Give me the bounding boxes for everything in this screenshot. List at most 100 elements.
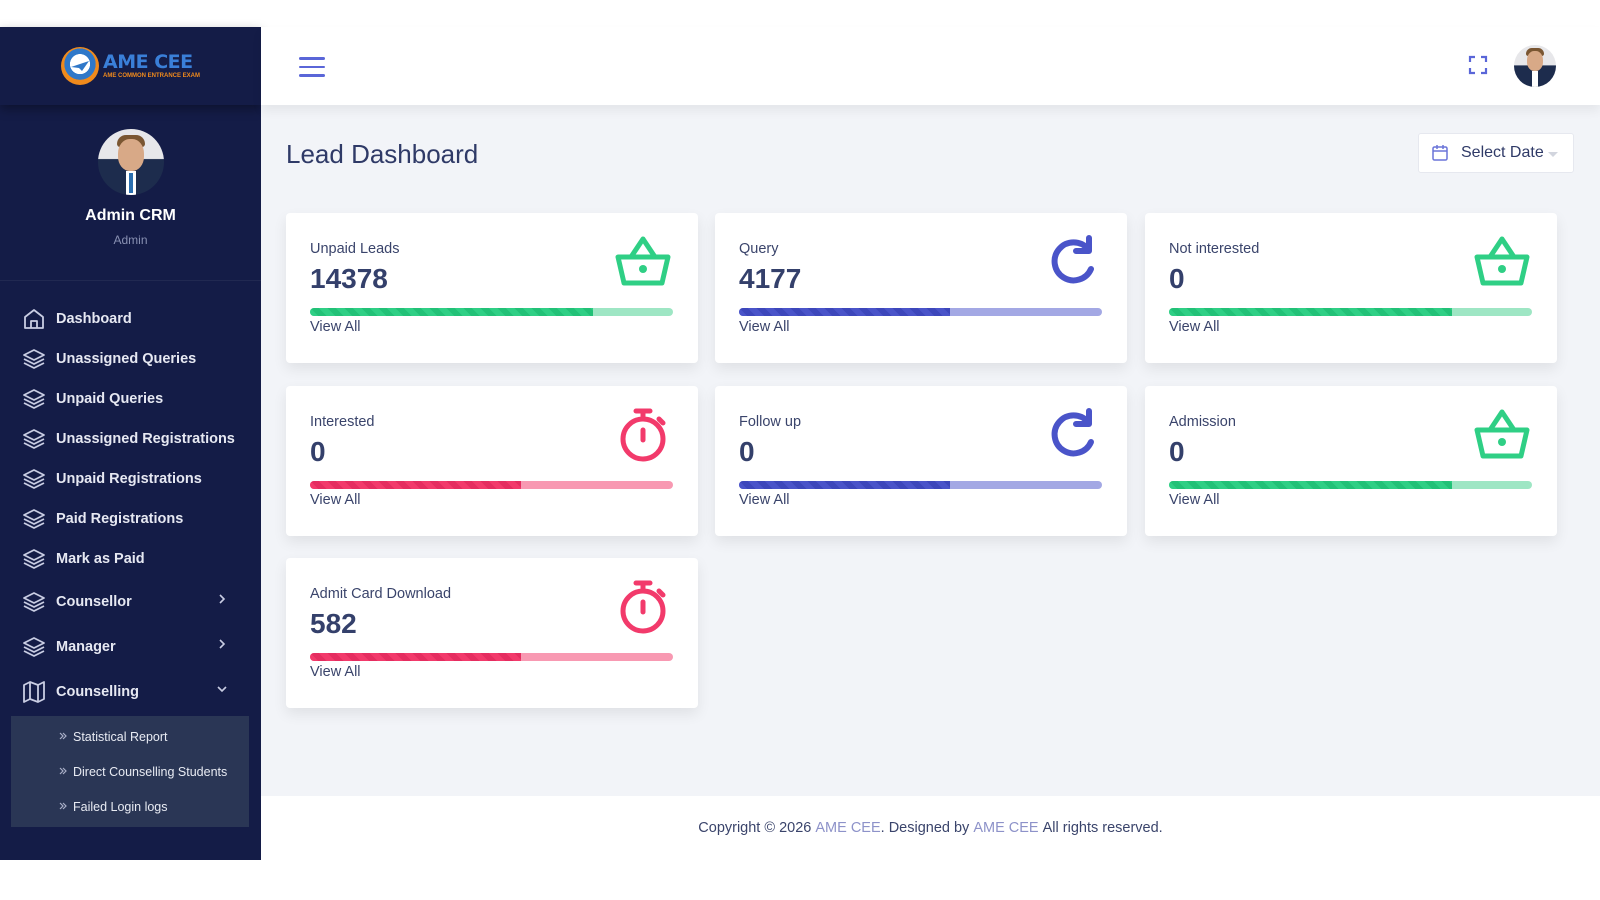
sidebar-item-counselling[interactable]: Counselling xyxy=(0,669,261,714)
brand-header[interactable]: AME CEE AME COMMON ENTRANCE EXAM xyxy=(0,27,261,105)
stat-card-value: 0 xyxy=(1169,263,1185,294)
stat-card-label: Unpaid Leads xyxy=(310,241,400,257)
fullscreen-icon[interactable] xyxy=(1467,54,1489,76)
sidebar: AME CEE AME COMMON ENTRANCE EXAM Admin C… xyxy=(0,27,261,860)
brand-subtitle: AME COMMON ENTRANCE EXAM xyxy=(103,73,200,79)
submenu-item-label: Failed Login logs xyxy=(73,799,168,814)
view-all-link[interactable]: View All xyxy=(310,492,361,508)
stat-card-progress-bar xyxy=(310,481,673,489)
select-date-label: Select Date xyxy=(1461,144,1544,161)
sidebar-item-paid-registrations[interactable]: Paid Registrations xyxy=(0,499,261,539)
sidebar-item-counsellor[interactable]: Counsellor xyxy=(0,579,261,624)
sidebar-profile: Admin CRM Admin xyxy=(0,105,261,281)
view-all-link[interactable]: View All xyxy=(739,492,790,508)
map-icon xyxy=(22,680,46,704)
submenu-item-statistical-report[interactable]: Statistical Report xyxy=(11,719,249,754)
stat-card-progress-bar xyxy=(1169,308,1532,316)
sidebar-item-label: Counsellor xyxy=(56,593,132,610)
caret-down-icon xyxy=(1547,151,1558,157)
stat-card-label: Follow up xyxy=(739,414,802,430)
hamburger-menu-icon[interactable] xyxy=(299,57,325,77)
stat-card-value: 0 xyxy=(1169,436,1185,467)
view-all-link[interactable]: View All xyxy=(310,664,361,680)
sidebar-item-label: Dashboard xyxy=(56,311,132,327)
stat-card: Interested 0 View All xyxy=(286,386,698,536)
sidebar-item-manager[interactable]: Manager xyxy=(0,624,261,669)
layers-icon xyxy=(22,590,46,614)
sidebar-item-label: Unassigned Registrations xyxy=(56,431,235,447)
chevron-right-icon xyxy=(219,639,226,649)
topbar xyxy=(261,27,1600,105)
stopwatch-icon xyxy=(612,404,674,466)
stat-card: Unpaid Leads 14378 View All xyxy=(286,213,698,363)
sidebar-item-label: Counselling xyxy=(56,683,139,700)
avatar[interactable] xyxy=(97,129,164,195)
basket-icon xyxy=(612,231,674,293)
view-all-link[interactable]: View All xyxy=(1169,492,1220,508)
sidebar-item-label: Mark as Paid xyxy=(56,551,145,567)
logo-emblem-icon xyxy=(61,47,99,85)
sidebar-item-label: Paid Registrations xyxy=(56,511,184,527)
chevron-down-icon xyxy=(217,686,227,693)
sidebar-item-unassigned-queries[interactable]: Unassigned Queries xyxy=(0,339,261,379)
chevron-right-icon xyxy=(219,594,226,604)
home-icon xyxy=(22,307,46,331)
layers-icon xyxy=(22,635,46,659)
stat-card: Admit Card Download 582 View All xyxy=(286,558,698,708)
calendar-icon xyxy=(1432,145,1448,161)
view-all-link[interactable]: View All xyxy=(310,319,361,335)
footer-copyright: Copyright © 2026 xyxy=(698,820,812,836)
footer-designed-by: . Designed by xyxy=(880,820,970,836)
footer-designer-link[interactable]: AME CEE xyxy=(973,820,1039,836)
double-chevron-icon xyxy=(59,767,67,775)
layers-icon xyxy=(22,507,46,531)
stat-card-progress-bar xyxy=(310,653,673,661)
sidebar-item-label: Unassigned Queries xyxy=(56,351,197,367)
stat-card: Query 4177 View All xyxy=(715,213,1127,363)
stat-card-label: Not interested xyxy=(1169,241,1260,257)
stat-card: Not interested 0 View All xyxy=(1145,213,1557,363)
profile-role: Admin xyxy=(113,233,148,247)
view-all-link[interactable]: View All xyxy=(1169,319,1220,335)
stat-card-value: 0 xyxy=(310,436,326,467)
stat-card: Admission 0 View All xyxy=(1145,386,1557,536)
footer-brand-link[interactable]: AME CEE xyxy=(815,820,881,836)
sidebar-item-unpaid-registrations[interactable]: Unpaid Registrations xyxy=(0,459,261,499)
brand-logo[interactable]: AME CEE AME COMMON ENTRANCE EXAM xyxy=(61,47,200,85)
view-all-link[interactable]: View All xyxy=(739,319,790,335)
stat-card-progress-bar xyxy=(739,308,1102,316)
layers-icon xyxy=(22,347,46,371)
sidebar-item-unpaid-queries[interactable]: Unpaid Queries xyxy=(0,379,261,419)
stat-card-value: 0 xyxy=(739,436,755,467)
submenu-item-failed-login-logs[interactable]: Failed Login logs xyxy=(11,789,249,824)
basket-icon xyxy=(1471,231,1533,293)
profile-name: Admin CRM xyxy=(85,207,176,224)
user-avatar[interactable] xyxy=(1514,45,1556,87)
layers-icon xyxy=(22,387,46,411)
stat-card-value: 582 xyxy=(310,608,357,639)
page-title: Lead Dashboard xyxy=(286,139,479,169)
sidebar-item-mark-as-paid[interactable]: Mark as Paid xyxy=(0,539,261,579)
refresh-icon xyxy=(1041,404,1103,466)
submenu-item-label: Statistical Report xyxy=(73,729,168,744)
sidebar-item-label: Unpaid Registrations xyxy=(56,471,202,487)
stat-card: Follow up 0 View All xyxy=(715,386,1127,536)
stat-card-value: 14378 xyxy=(310,263,388,294)
submenu-item-label: Direct Counselling Students xyxy=(73,764,228,779)
sidebar-nav: Dashboard Unassigned Queries Unpaid Quer… xyxy=(0,281,261,827)
layers-icon xyxy=(22,547,46,571)
stat-card-progress-bar xyxy=(739,481,1102,489)
stat-card-progress-bar xyxy=(1169,481,1532,489)
sidebar-item-unassigned-registrations[interactable]: Unassigned Registrations xyxy=(0,419,261,459)
footer-rights: All rights reserved. xyxy=(1042,820,1163,836)
sidebar-item-dashboard[interactable]: Dashboard xyxy=(0,299,261,339)
stat-card-label: Interested xyxy=(310,414,375,430)
footer: Copyright © 2026 AME CEE. Designed by AM… xyxy=(261,796,1600,860)
stat-card-progress-bar xyxy=(310,308,673,316)
stat-card-label: Admission xyxy=(1169,414,1236,430)
refresh-icon xyxy=(1041,231,1103,293)
submenu-item-direct-counselling-students[interactable]: Direct Counselling Students xyxy=(11,754,249,789)
select-date-button[interactable]: Select Date xyxy=(1418,133,1574,173)
double-chevron-icon xyxy=(59,802,67,810)
double-chevron-icon xyxy=(59,732,67,740)
